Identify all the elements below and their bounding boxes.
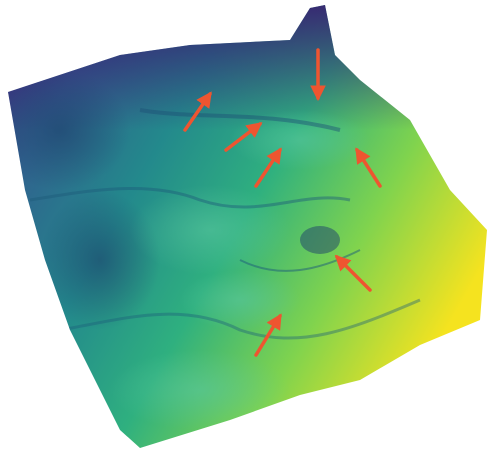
arrow	[183, 91, 212, 132]
arrow	[224, 122, 263, 152]
arrow	[254, 147, 282, 188]
arrow	[334, 254, 372, 292]
arrow	[355, 147, 382, 188]
arrow	[254, 313, 282, 357]
arrows	[183, 48, 382, 357]
